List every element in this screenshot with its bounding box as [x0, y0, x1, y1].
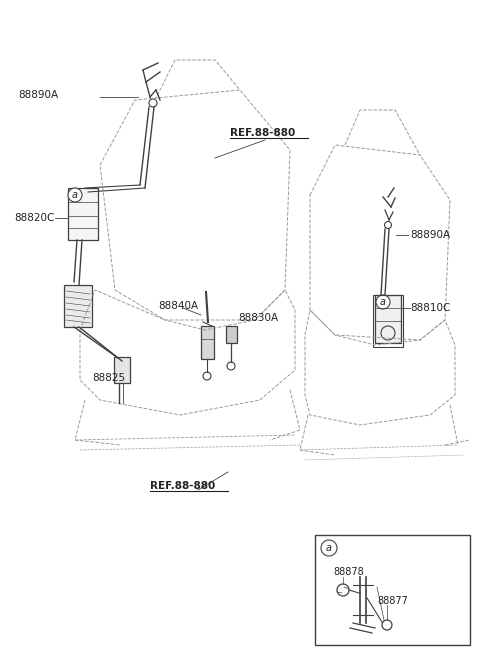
Circle shape: [376, 295, 390, 309]
Text: a: a: [326, 543, 332, 553]
Text: 88890A: 88890A: [410, 230, 450, 240]
Text: REF.88-880: REF.88-880: [230, 128, 295, 138]
Text: 88877: 88877: [377, 596, 408, 606]
Text: 88830A: 88830A: [238, 313, 278, 323]
Bar: [68, 188, 98, 240]
Bar: [226, 326, 237, 343]
Text: 88820C: 88820C: [14, 213, 54, 223]
Text: a: a: [380, 297, 386, 307]
Text: 88878: 88878: [333, 567, 364, 577]
Text: a: a: [72, 190, 78, 200]
Text: 88825: 88825: [92, 373, 125, 383]
Circle shape: [321, 540, 337, 556]
Bar: [201, 326, 214, 359]
Bar: [373, 295, 403, 347]
Bar: [375, 295, 401, 343]
Text: REF.88-880: REF.88-880: [150, 481, 215, 491]
Text: 88890A: 88890A: [18, 90, 58, 100]
Bar: [64, 285, 92, 327]
Text: 88840A: 88840A: [158, 301, 198, 311]
Text: 88810C: 88810C: [410, 303, 450, 313]
Bar: [114, 357, 130, 383]
Circle shape: [68, 188, 82, 202]
Bar: [315, 535, 470, 645]
